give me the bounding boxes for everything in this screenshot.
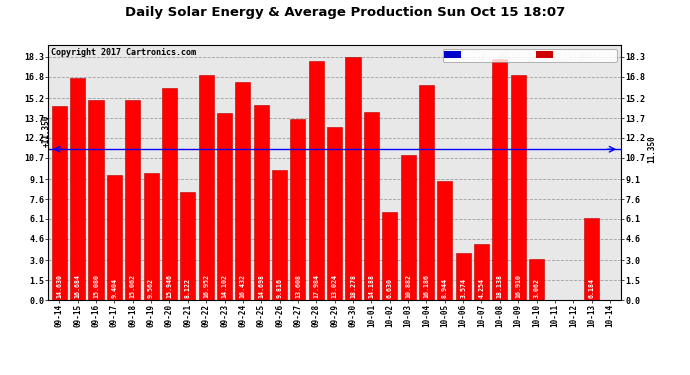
Text: 8.944: 8.944 [442,278,448,298]
Bar [437,181,453,300]
Bar [493,59,507,300]
Text: 3.062: 3.062 [533,278,540,298]
Text: 15.946: 15.946 [166,274,172,298]
Text: 13.608: 13.608 [295,274,301,298]
Text: 3.574: 3.574 [460,278,466,298]
Text: 18.278: 18.278 [350,274,356,298]
Bar [346,57,361,300]
Text: 10.882: 10.882 [405,274,411,298]
Text: 13.024: 13.024 [332,274,337,298]
Bar [125,100,140,300]
Text: 14.630: 14.630 [57,274,62,298]
Bar [272,170,287,300]
Text: 16.684: 16.684 [75,274,81,298]
Text: 14.188: 14.188 [368,274,375,298]
Text: 14.102: 14.102 [221,274,228,298]
Text: 6.184: 6.184 [589,278,595,298]
Text: 9.816: 9.816 [277,278,283,298]
Bar [52,106,67,300]
Text: 11.350: 11.350 [647,135,656,163]
Text: Copyright 2017 Cartronics.com: Copyright 2017 Cartronics.com [51,48,196,57]
Legend: Average  (kWh), Daily  (kWh): Average (kWh), Daily (kWh) [443,49,617,62]
Bar [511,75,526,300]
Bar [217,113,232,300]
Text: 16.186: 16.186 [424,274,429,298]
Text: 9.562: 9.562 [148,278,154,298]
Text: 15.062: 15.062 [130,274,136,298]
Text: 14.698: 14.698 [258,274,264,298]
Text: +11.350: +11.350 [42,115,51,147]
Bar [180,192,195,300]
Text: 18.138: 18.138 [497,274,503,298]
Text: 15.080: 15.080 [93,274,99,298]
Bar [107,175,122,300]
Bar [308,61,324,300]
Text: 4.254: 4.254 [478,278,484,298]
Bar [584,218,599,300]
Bar [144,173,159,300]
Bar [529,260,544,300]
Bar [364,112,379,300]
Bar [70,78,85,300]
Bar [88,100,104,300]
Text: 16.910: 16.910 [515,274,521,298]
Text: 16.432: 16.432 [240,274,246,298]
Bar [290,119,306,300]
Bar [254,105,268,300]
Bar [419,85,434,300]
Text: 8.122: 8.122 [185,278,191,298]
Text: Daily Solar Energy & Average Production Sun Oct 15 18:07: Daily Solar Energy & Average Production … [125,6,565,19]
Bar [235,82,250,300]
Bar [327,127,342,300]
Bar [455,252,471,300]
Bar [474,243,489,300]
Bar [401,156,415,300]
Bar [382,212,397,300]
Text: 17.984: 17.984 [313,274,319,298]
Text: 16.952: 16.952 [203,274,209,298]
Text: 9.404: 9.404 [111,278,117,298]
Bar [199,75,214,300]
Bar [162,88,177,300]
Text: 6.630: 6.630 [386,278,393,298]
